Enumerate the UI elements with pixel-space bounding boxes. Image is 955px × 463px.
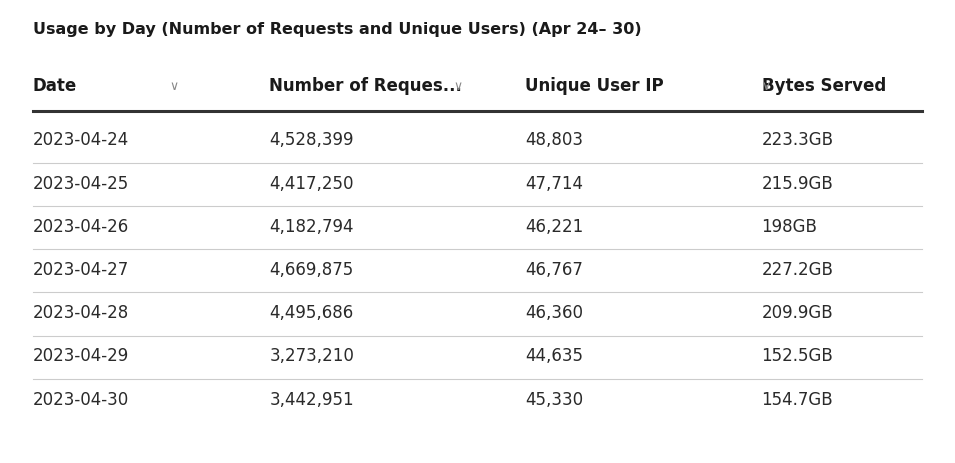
Text: 223.3GB: 223.3GB (761, 131, 834, 150)
Text: 198GB: 198GB (761, 218, 817, 236)
Text: Number of Reques...: Number of Reques... (269, 77, 462, 95)
Text: 4,669,875: 4,669,875 (269, 261, 353, 279)
Text: ∨: ∨ (761, 80, 771, 93)
Text: 4,417,250: 4,417,250 (269, 175, 353, 193)
Text: 3,273,210: 3,273,210 (269, 347, 354, 365)
Text: 4,495,686: 4,495,686 (269, 304, 353, 322)
Text: Bytes Served: Bytes Served (761, 77, 885, 95)
Text: ∨: ∨ (170, 80, 179, 93)
Text: 2023-04-27: 2023-04-27 (32, 261, 129, 279)
Text: 46,360: 46,360 (525, 304, 583, 322)
Text: 48,803: 48,803 (525, 131, 583, 150)
Text: 2023-04-24: 2023-04-24 (32, 131, 129, 150)
Text: 2023-04-25: 2023-04-25 (32, 175, 129, 193)
Text: 2023-04-29: 2023-04-29 (32, 347, 129, 365)
Text: Date: Date (32, 77, 76, 95)
Text: 215.9GB: 215.9GB (761, 175, 834, 193)
Text: Usage by Day (Number of Requests and Unique Users) (Apr 24– 30): Usage by Day (Number of Requests and Uni… (32, 22, 641, 38)
Text: 2023-04-28: 2023-04-28 (32, 304, 129, 322)
Text: 46,221: 46,221 (525, 218, 584, 236)
Text: 3,442,951: 3,442,951 (269, 391, 354, 408)
Text: 2023-04-26: 2023-04-26 (32, 218, 129, 236)
Text: 47,714: 47,714 (525, 175, 583, 193)
Text: 227.2GB: 227.2GB (761, 261, 834, 279)
Text: 4,528,399: 4,528,399 (269, 131, 353, 150)
Text: 4,182,794: 4,182,794 (269, 218, 353, 236)
Text: 152.5GB: 152.5GB (761, 347, 834, 365)
Text: 2023-04-30: 2023-04-30 (32, 391, 129, 408)
Text: Unique User IP: Unique User IP (525, 77, 664, 95)
Text: 209.9GB: 209.9GB (761, 304, 833, 322)
Text: 44,635: 44,635 (525, 347, 583, 365)
Text: 46,767: 46,767 (525, 261, 583, 279)
Text: ∨: ∨ (454, 80, 463, 93)
Text: 154.7GB: 154.7GB (761, 391, 833, 408)
Text: 45,330: 45,330 (525, 391, 583, 408)
